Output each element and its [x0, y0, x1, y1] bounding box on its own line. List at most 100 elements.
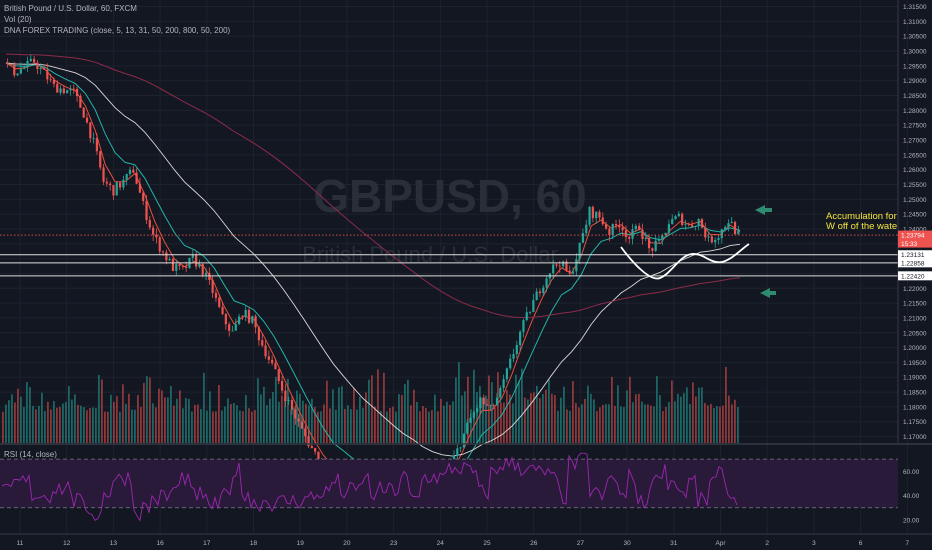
w-pattern-path[interactable]	[620, 243, 750, 280]
volume-bar-228	[686, 387, 688, 443]
volume-bar-116	[350, 409, 352, 443]
volume-bar-191	[575, 402, 577, 443]
candle-body-8	[33, 58, 36, 63]
candle-body-48	[165, 252, 168, 261]
legend-vol: Vol (20)	[4, 15, 32, 24]
candle-body-197	[657, 238, 661, 241]
grid-lines	[0, 0, 908, 534]
annotation-line-2[interactable]: W off of the wate	[826, 221, 897, 232]
candle-body-218	[727, 223, 730, 228]
arrow-lower[interactable]	[760, 288, 776, 298]
volume-bar-125	[377, 369, 379, 443]
volume-bar-179	[539, 398, 541, 443]
candle-body-36	[125, 173, 128, 180]
arrow-lower-icon[interactable]	[760, 288, 776, 298]
candle-body-73	[247, 309, 251, 323]
volume-bar-168	[506, 390, 508, 443]
volume-bar-80	[242, 411, 244, 443]
volume-bar-225	[677, 393, 679, 443]
volume-bar-26	[80, 405, 82, 443]
candle-body-53	[181, 266, 184, 267]
volume-bar-172	[518, 381, 520, 443]
candle-body-30	[105, 181, 108, 184]
volume-bar-177	[533, 392, 535, 443]
volume-bar-77	[233, 403, 235, 443]
volume-bar-170	[512, 403, 514, 443]
candle-body-38	[132, 169, 135, 173]
candle-body-12	[46, 69, 49, 80]
candle-body-179	[598, 211, 601, 218]
price-tick-10: 1.26500	[903, 152, 927, 159]
candle-body-50	[171, 259, 175, 271]
date-axis[interactable]: 11 12 13 16 17 18 19 20 23 24 25 26 27 30 31 Apr 2 3 6 7	[17, 540, 910, 547]
candle-body-217	[724, 227, 727, 230]
candle-body-188	[628, 237, 631, 239]
volume-bar-1	[5, 404, 7, 443]
volume-bar-230	[692, 382, 694, 443]
volume-bar-98	[296, 390, 298, 443]
candle-body-68	[231, 330, 234, 332]
volume-bar-115	[347, 405, 349, 443]
volume-bar-11	[35, 409, 37, 443]
volume-bar-237	[713, 407, 715, 443]
date-tick-0: 11	[17, 540, 24, 547]
price-tick-0: 1.31500	[903, 4, 927, 11]
price-tick-12: 1.25500	[903, 182, 927, 189]
candle-body-152	[509, 358, 512, 369]
candle-body-0	[6, 62, 9, 64]
volume-bar-21	[65, 401, 67, 443]
candle-body-22	[79, 96, 82, 108]
candle-body-71	[241, 316, 244, 318]
candle-body-184	[614, 223, 618, 226]
price-tick-21: 1.21000	[903, 315, 927, 322]
volume-bar-194	[584, 398, 586, 443]
candle-body-32	[112, 185, 115, 196]
candle-body-94	[317, 451, 320, 463]
candle-body-91	[307, 436, 310, 447]
candle-body-66	[224, 313, 227, 325]
volume-bar-171	[515, 374, 517, 443]
candle-body-194	[647, 237, 651, 249]
volume-bar-154	[464, 391, 466, 443]
price-tick-20: 1.21500	[903, 301, 927, 308]
candle-body-76	[257, 327, 261, 341]
candle-body-146	[489, 405, 492, 406]
volume-bar-13	[41, 392, 43, 443]
candle-body-142	[476, 408, 479, 413]
candle-body-86	[290, 400, 294, 410]
candle-body-84	[284, 390, 287, 402]
annotation-line-1[interactable]: Accumulation for	[826, 211, 897, 222]
volume-bar-221	[665, 406, 667, 443]
volume-bar-128	[386, 411, 388, 443]
arrow-upper[interactable]	[755, 205, 772, 215]
volume-bar-103	[311, 398, 313, 443]
volume-bar-232	[698, 387, 700, 443]
w-pattern-drawing[interactable]	[620, 243, 750, 280]
volume-bar-114	[344, 408, 346, 443]
volume-bar-169	[509, 394, 511, 443]
candle-body-219	[730, 221, 733, 224]
candle-body-47	[161, 251, 165, 253]
volume-bar-96	[290, 409, 292, 443]
volume-bar-50	[152, 403, 154, 443]
candle-body-138	[462, 433, 466, 448]
volume-bar-112	[338, 387, 340, 443]
volume-bar-76	[230, 404, 232, 443]
volume-bar-235	[707, 405, 709, 443]
volume-bar-178	[536, 385, 538, 443]
volume-bar-233	[701, 387, 703, 443]
candle-body-59	[201, 263, 204, 275]
volume-bar-209	[629, 376, 631, 443]
candle-body-214	[714, 239, 717, 243]
volume-bar-70	[212, 411, 214, 443]
candle-body-192	[641, 229, 644, 240]
candle-body-46	[158, 237, 161, 252]
price-axis[interactable]: 1.31500 1.31000 1.30500 1.30000 1.29500 1.290…	[897, 0, 927, 443]
candle-body-23	[82, 107, 85, 118]
price-tick-5: 1.29000	[903, 78, 927, 85]
volume-bar-82	[248, 408, 250, 443]
horizontal-levels[interactable]	[0, 234, 898, 277]
arrow-upper-icon[interactable]	[755, 205, 772, 215]
